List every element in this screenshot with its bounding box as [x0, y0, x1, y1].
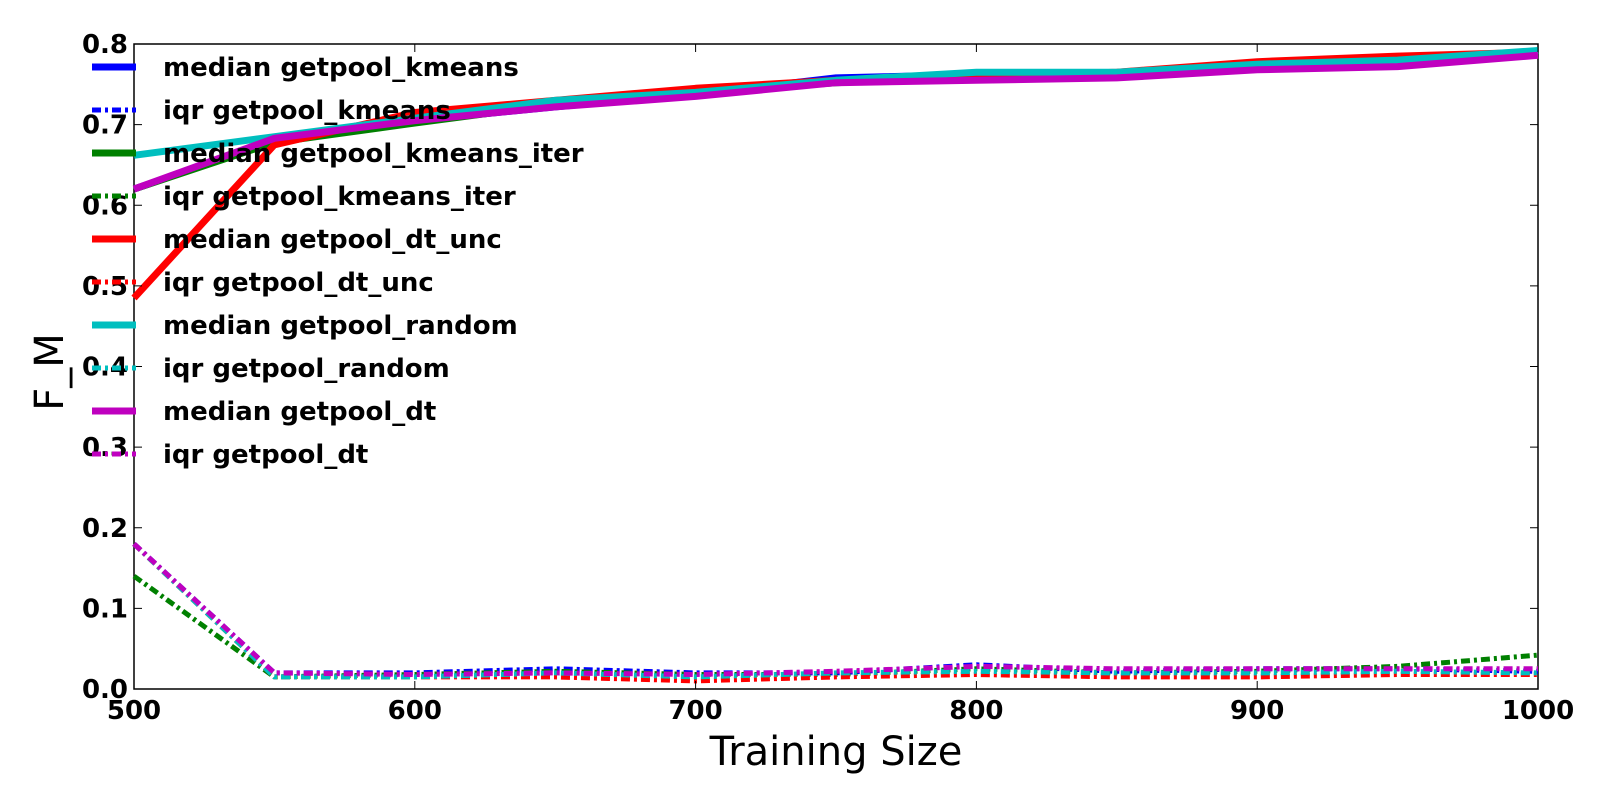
series-line-5 [131, 48, 1539, 301]
legend-label-10: iqr getpool_dt [163, 440, 368, 470]
x-tick-label: 600 [388, 696, 442, 726]
y-tick-label: 0.7 [82, 111, 128, 141]
legend-label-3: median getpool_kmeans_iter [163, 139, 584, 169]
legend-label-2: iqr getpool_kmeans [163, 96, 451, 126]
legend-label-5: median getpool_dt_unc [163, 225, 502, 255]
x-tick-label: 700 [668, 696, 722, 726]
legend-label-4: iqr getpool_kmeans_iter [163, 182, 516, 212]
ticks-layer: 500 600 700 800 900 1000 0.0 0.1 0.2 0.3 0.4 0.5 0.6… [82, 30, 1574, 726]
legend-label-7: median getpool_random [163, 311, 518, 341]
x-tick-label: 1000 [1502, 696, 1574, 726]
legend-label-8: iqr getpool_random [163, 354, 450, 384]
series-line-2 [132, 542, 1539, 676]
y-tick-label: 0.0 [82, 675, 128, 705]
y-tick-label: 0.1 [82, 594, 128, 624]
x-tick-label: 900 [1230, 696, 1284, 726]
y-tick-label: 0.5 [82, 272, 128, 302]
series-line-8 [132, 542, 1539, 680]
y-tick-label: 0.2 [82, 514, 128, 544]
series-line-4 [132, 574, 1539, 680]
x-tick-label: 500 [107, 696, 161, 726]
x-axis-label: Training Size [709, 729, 963, 775]
y-tick-label: 0.3 [82, 433, 128, 463]
legend-label-1: median getpool_kmeans [163, 53, 519, 83]
legend-label-9: median getpool_dt [163, 397, 436, 427]
series-line-9 [132, 51, 1539, 193]
y-tick-label: 0.4 [82, 353, 128, 383]
x-tick-label: 800 [949, 696, 1003, 726]
y-tick-label: 0.6 [82, 191, 128, 221]
y-tick-label: 0.8 [82, 30, 128, 60]
series-line-6 [132, 542, 1538, 684]
series-layer [131, 47, 1539, 684]
series-line-10 [132, 542, 1538, 677]
y-axis-label: F_M [27, 333, 73, 411]
legend-label-6: iqr getpool_dt_unc [163, 268, 434, 298]
